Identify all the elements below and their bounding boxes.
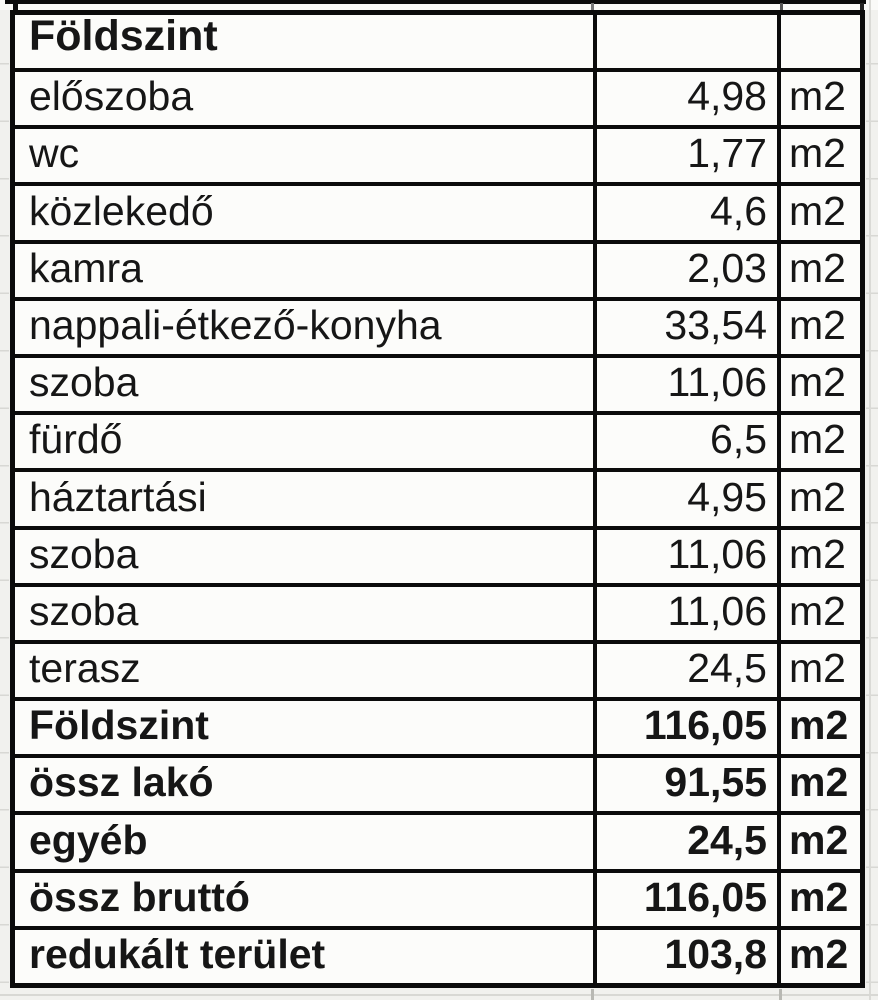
unit-cell[interactable]: m2	[777, 643, 860, 698]
area-value-cell[interactable]: 33,54	[593, 300, 777, 354]
unit-cell[interactable]: m2	[777, 929, 860, 983]
room-name-cell[interactable]: közlekedő	[29, 187, 214, 234]
unit-cell[interactable]: m2	[777, 872, 860, 926]
sheet-gridlines-left	[0, 63, 9, 1000]
gridline	[13, 0, 18, 10]
area-value-cell[interactable]: 11,06	[593, 357, 777, 412]
room-name-cell[interactable]: egyéb	[29, 816, 148, 863]
area-value-cell[interactable]: 24,5	[593, 643, 777, 698]
area-value-cell[interactable]: 116,05	[593, 872, 777, 926]
unit-cell[interactable]: m2	[777, 586, 860, 640]
gridline	[591, 3, 594, 10]
sheet-gridlines-right	[866, 63, 878, 1000]
room-name-cell[interactable]: Földszint	[29, 15, 218, 60]
table-row-total: egyéb 24,5 m2	[15, 815, 860, 873]
unit-cell[interactable]: m2	[777, 472, 860, 526]
gridline	[0, 994, 878, 996]
table-row-item: nappali-étkező-konyha 33,54 m2	[15, 300, 860, 358]
room-name-cell[interactable]: össz lakó	[29, 759, 214, 806]
previous-row-remnant	[0, 0, 878, 10]
room-name-cell[interactable]: kamra	[29, 244, 143, 291]
room-name-cell[interactable]: háztartási	[29, 473, 207, 520]
gridline	[779, 989, 782, 1000]
room-name-cell[interactable]: szoba	[29, 359, 139, 406]
table-row-item: előszoba 4,98 m2	[15, 72, 860, 130]
unit-cell[interactable]: m2	[777, 186, 860, 240]
unit-cell[interactable]: m2	[777, 72, 860, 126]
room-name-cell[interactable]: redukált terület	[29, 931, 326, 977]
unit-cell[interactable]: m2	[777, 529, 860, 583]
area-value-cell[interactable]: 11,06	[593, 586, 777, 640]
table-row-item: háztartási 4,95 m2	[15, 472, 860, 530]
table-row-item: szoba 11,06 m2	[15, 357, 860, 416]
area-table: Földszint előszoba 4,98 m2 wc 1,77 m2 kö…	[10, 10, 865, 988]
room-name-cell[interactable]: előszoba	[29, 73, 194, 120]
area-value-cell[interactable]: 1,77	[593, 129, 777, 183]
room-name-cell[interactable]: terasz	[29, 645, 141, 692]
room-name-cell[interactable]: szoba	[29, 530, 139, 577]
room-name-cell[interactable]: wc	[29, 130, 80, 177]
area-value-cell[interactable]	[593, 15, 777, 68]
unit-cell[interactable]	[777, 15, 860, 68]
table-row-total: redukált terület 103,8 m2	[15, 929, 860, 983]
unit-cell[interactable]: m2	[777, 815, 860, 869]
gridline	[860, 3, 864, 10]
table-row-item: szoba 11,06 m2	[15, 586, 860, 644]
room-name-cell[interactable]: nappali-étkező-konyha	[29, 301, 442, 348]
area-value-cell[interactable]: 2,03	[593, 243, 777, 297]
area-value-cell[interactable]: 4,95	[593, 472, 777, 526]
area-value-cell[interactable]: 6,5	[593, 415, 777, 469]
unit-cell[interactable]: m2	[777, 300, 860, 354]
gridline	[869, 0, 871, 1000]
gridline	[591, 989, 594, 1000]
unit-cell[interactable]: m2	[777, 357, 860, 412]
table-row-item: közlekedő 4,6 m2	[15, 186, 860, 244]
gridline	[780, 3, 783, 10]
table-row-header: Földszint	[15, 15, 860, 72]
unit-cell[interactable]: m2	[777, 129, 860, 183]
area-value-cell[interactable]: 24,5	[593, 815, 777, 869]
table-row-item: fürdő 6,5 m2	[15, 415, 860, 473]
table-row-total: Földszint 116,05 m2	[15, 701, 860, 759]
table-row-total: össz lakó 91,55 m2	[15, 758, 860, 816]
area-value-cell[interactable]: 4,6	[593, 186, 777, 240]
gridline	[5, 0, 866, 4]
table-row-item: szoba 11,06 m2	[15, 529, 860, 587]
area-value-cell[interactable]: 11,06	[593, 529, 777, 583]
unit-cell[interactable]: m2	[777, 415, 860, 469]
room-name-cell[interactable]: össz bruttó	[29, 873, 250, 920]
area-value-cell[interactable]: 91,55	[593, 758, 777, 812]
unit-cell[interactable]: m2	[777, 243, 860, 297]
room-name-cell[interactable]: fürdő	[29, 416, 123, 463]
table-row-total: össz bruttó 116,05 m2	[15, 872, 860, 930]
room-name-cell[interactable]: Földszint	[29, 702, 209, 749]
area-value-cell[interactable]: 4,98	[593, 72, 777, 126]
room-name-cell[interactable]: szoba	[29, 587, 139, 634]
area-value-cell[interactable]: 116,05	[593, 701, 777, 755]
table-row-item: terasz 24,5 m2	[15, 643, 860, 702]
table-row-item: wc 1,77 m2	[15, 129, 860, 187]
table-row-item: kamra 2,03 m2	[15, 243, 860, 301]
unit-cell[interactable]: m2	[777, 758, 860, 812]
area-value-cell[interactable]: 103,8	[593, 929, 777, 983]
unit-cell[interactable]: m2	[777, 701, 860, 755]
